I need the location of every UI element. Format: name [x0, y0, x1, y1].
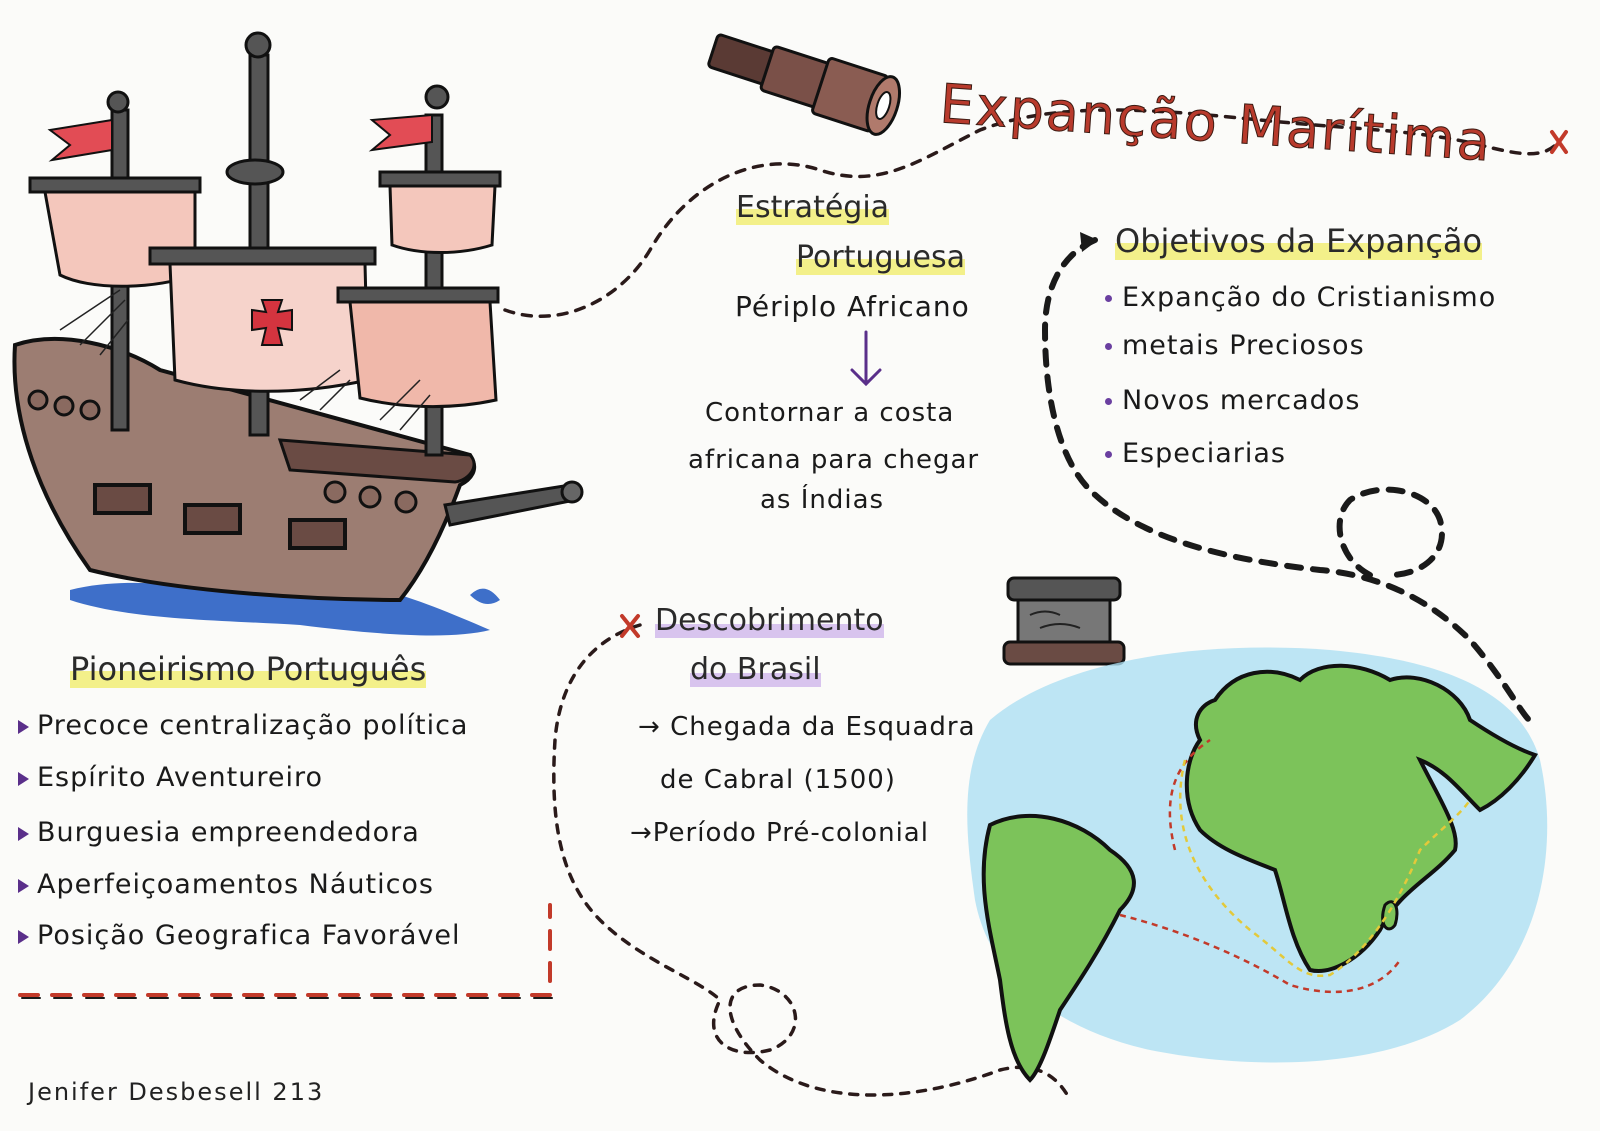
- objective-item: Especiarias: [1105, 438, 1286, 469]
- scroll-icon: [1002, 576, 1126, 666]
- triangle-bullet-icon: [18, 929, 29, 944]
- route-lines: [18, 108, 1562, 1102]
- strategy-subheading: Périplo Africano: [735, 290, 970, 323]
- objectives-heading: Objetivos da Expanção: [1115, 222, 1483, 260]
- route-x-marker-icon: [1550, 130, 1568, 154]
- ship-cannon: [443, 480, 584, 527]
- ship-water-dot: [470, 588, 500, 604]
- ship-rigging: [59, 289, 431, 431]
- strategy-result-line1: Contornar a costa: [705, 398, 955, 428]
- route-red-dashed: [1119, 738, 1402, 994]
- discovery-heading-line2: do Brasil: [690, 652, 821, 687]
- pioneering-item: Espírito Aventureiro: [18, 762, 323, 793]
- bullet-icon: [1105, 398, 1112, 405]
- triangle-bullet-icon: [18, 878, 29, 893]
- right-arrow-icon: →: [638, 712, 671, 742]
- strategy-result-line3: as Índias: [760, 485, 885, 515]
- pioneering-heading: Pioneirismo Português: [70, 650, 427, 688]
- triangle-bullet-icon: [18, 719, 29, 734]
- objective-item: metais Preciosos: [1105, 330, 1365, 361]
- route-x-marker-icon-2: [620, 614, 640, 638]
- triangle-bullet-icon: [18, 771, 29, 786]
- telescope-icon: [707, 33, 902, 136]
- map-madagascar: [1381, 900, 1399, 931]
- strategy-heading-line1: Estratégia: [736, 190, 890, 225]
- pioneer-bracket: [18, 903, 552, 997]
- ship-sails: [28, 170, 502, 409]
- objective-item: Novos mercados: [1105, 385, 1360, 416]
- author-signature: Jenifer Desbesell 213: [28, 1078, 325, 1106]
- ship-flags: [47, 113, 433, 162]
- route-discovery: [552, 623, 1072, 1102]
- discovery-item-1-line2: de Cabral (1500): [660, 765, 896, 795]
- map-africa-europe: [1184, 663, 1538, 973]
- discovery-item-1-line1: → Chegada da Esquadra: [638, 712, 976, 742]
- route-ship-to-title: [503, 108, 1562, 319]
- world-map-icon: [967, 647, 1548, 1083]
- pioneering-item: Burguesia empreendedora: [18, 817, 420, 848]
- discovery-heading-line1: Descobrimento: [655, 603, 884, 638]
- ship-portholes: [27, 389, 418, 514]
- pioneering-item: Aperfeiçoamentos Náuticos: [18, 869, 434, 900]
- pioneering-item: Posição Geografica Favorável: [18, 920, 461, 951]
- ship-gunports: [93, 483, 347, 550]
- objective-item: Expanção do Cristianismo: [1105, 282, 1496, 313]
- down-arrow-icon: [850, 330, 882, 387]
- ship-icon: [12, 31, 584, 636]
- ship-deck-rail: [277, 438, 476, 484]
- bullet-icon: [1105, 295, 1112, 302]
- route-loop: [1336, 486, 1445, 578]
- route-arrowhead: [1080, 232, 1098, 252]
- right-arrow-icon: →: [630, 818, 653, 848]
- bullet-icon: [1105, 451, 1112, 458]
- route-yellow-dashed: [1178, 759, 1472, 978]
- strategy-result-line2: africana para chegar: [688, 445, 980, 475]
- route-objectives-box: [1041, 237, 1533, 723]
- triangle-bullet-icon: [18, 826, 29, 841]
- ship-cross-emblem: [251, 299, 293, 346]
- map-south-america: [981, 813, 1136, 1083]
- discovery-item-2: →Período Pré-colonial: [630, 818, 929, 848]
- pioneering-item: Precoce centralização política: [18, 710, 468, 741]
- strategy-heading-line2: Portuguesa: [796, 240, 966, 275]
- bullet-icon: [1105, 343, 1112, 350]
